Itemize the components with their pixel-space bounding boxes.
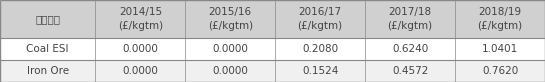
Bar [0, 0, 95, 38]
Bar [365, 60, 455, 82]
Text: (£/kgtm): (£/kgtm) [477, 21, 523, 31]
Bar [365, 38, 455, 60]
Text: 0.2080: 0.2080 [302, 44, 338, 54]
Text: 0.0000: 0.0000 [213, 44, 248, 54]
Bar [95, 0, 185, 38]
Text: Coal ESI: Coal ESI [27, 44, 69, 54]
Text: (£/kgtm): (£/kgtm) [387, 21, 433, 31]
Text: 2014/15: 2014/15 [119, 7, 162, 17]
Bar [455, 38, 545, 60]
Bar [275, 38, 365, 60]
Text: 0.0000: 0.0000 [123, 44, 158, 54]
Text: 0.1524: 0.1524 [302, 66, 338, 76]
Bar [185, 60, 275, 82]
Text: 2018/19: 2018/19 [479, 7, 522, 17]
Text: 2015/16: 2015/16 [209, 7, 252, 17]
Text: (£/kgtm): (£/kgtm) [298, 21, 343, 31]
Bar [365, 0, 455, 38]
Bar [275, 60, 365, 82]
Text: 2016/17: 2016/17 [299, 7, 342, 17]
Text: 1.0401: 1.0401 [482, 44, 518, 54]
Text: 0.4572: 0.4572 [392, 66, 428, 76]
Bar [0, 38, 95, 60]
Text: 0.0000: 0.0000 [123, 66, 158, 76]
Bar [95, 38, 185, 60]
Text: (£/kgtm): (£/kgtm) [118, 21, 163, 31]
Bar [455, 0, 545, 38]
Bar [455, 60, 545, 82]
Text: 0.7620: 0.7620 [482, 66, 518, 76]
Text: (£/kgtm): (£/kgtm) [208, 21, 253, 31]
Bar [185, 38, 275, 60]
Text: 화물종류: 화물종류 [35, 14, 60, 24]
Bar [95, 60, 185, 82]
Text: 0.0000: 0.0000 [213, 66, 248, 76]
Text: 0.6240: 0.6240 [392, 44, 428, 54]
Text: 2017/18: 2017/18 [389, 7, 432, 17]
Text: Iron Ore: Iron Ore [27, 66, 69, 76]
Bar [275, 0, 365, 38]
Bar [185, 0, 275, 38]
Bar [0, 60, 95, 82]
